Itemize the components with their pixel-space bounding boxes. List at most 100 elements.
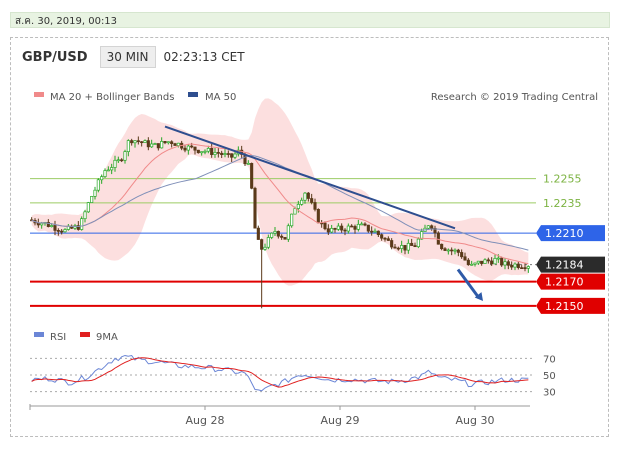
- forecast-arrow-head: [474, 292, 483, 302]
- candle-body: [160, 141, 164, 149]
- legend-ma20-label: MA 20 + Bollinger Bands: [50, 92, 174, 103]
- candle-body: [120, 159, 124, 162]
- candle-body: [263, 246, 267, 250]
- candle-body: [220, 152, 224, 155]
- candle-body: [223, 153, 227, 155]
- candle-body: [300, 199, 304, 205]
- candle-body: [413, 245, 417, 248]
- candle-body: [156, 143, 160, 149]
- legend-9ma-label: 9MA: [96, 332, 118, 343]
- ma20-line: [31, 143, 529, 265]
- candle-body: [233, 153, 237, 158]
- candle-body: [420, 231, 424, 240]
- candle-body: [510, 264, 514, 268]
- candle-body: [490, 260, 494, 265]
- candle-body: [100, 176, 104, 181]
- candle-body: [103, 170, 107, 178]
- candle-body: [353, 226, 357, 230]
- level-tag-text-1.2150: 1.2150: [545, 300, 584, 313]
- candle-body: [343, 229, 347, 232]
- candle-body: [40, 222, 44, 226]
- candle-body: [90, 196, 94, 203]
- candle-body: [46, 221, 50, 227]
- x-tick-label-Aug 30: Aug 30: [456, 414, 495, 427]
- candle-body: [143, 140, 147, 144]
- candle-body: [146, 140, 150, 148]
- candle-body: [253, 187, 257, 229]
- candle-body: [476, 260, 480, 264]
- candle-body: [276, 231, 280, 237]
- candle-body: [340, 225, 344, 231]
- candle-body: [266, 237, 270, 248]
- level-tag-1.2150: [536, 297, 605, 314]
- candle-body: [526, 266, 530, 269]
- candle-body: [93, 189, 97, 197]
- candle-body: [406, 242, 410, 251]
- level-tag-1.2184: [536, 256, 605, 273]
- candle-body: [496, 257, 500, 260]
- candle-body: [426, 225, 430, 229]
- timeframe-button[interactable]: 30 MIN: [99, 46, 156, 68]
- legend-9ma-swatch: [80, 332, 90, 337]
- candle-body: [133, 140, 137, 144]
- forecast-arrow: [456, 268, 481, 299]
- candle-body: [400, 245, 404, 249]
- candle-body: [270, 232, 274, 238]
- candle-body: [386, 238, 390, 241]
- candle-body: [336, 225, 340, 230]
- candle-body: [360, 223, 364, 226]
- candle-body: [250, 163, 254, 189]
- candle-body: [213, 152, 217, 155]
- candle-body: [523, 267, 527, 270]
- candle-body: [280, 235, 284, 238]
- level-tag-1.2210: [536, 225, 605, 242]
- candle-body: [433, 227, 437, 234]
- candle-body: [123, 151, 127, 161]
- candle-body: [390, 240, 394, 248]
- candle-body: [106, 169, 110, 172]
- candle-body: [196, 149, 200, 154]
- candle-body: [436, 232, 440, 245]
- candle-body: [316, 208, 320, 224]
- legend-ma50-swatch: [188, 92, 198, 97]
- candle-body: [293, 208, 297, 215]
- level-tag-text-1.2210: 1.2210: [545, 227, 584, 240]
- rsi-ma-line: [31, 357, 529, 388]
- candle-body: [256, 227, 260, 240]
- candle-body: [346, 225, 350, 232]
- candle-body: [453, 249, 457, 252]
- candle-body: [203, 150, 207, 153]
- candle-body: [150, 143, 154, 148]
- candle-body: [200, 151, 204, 154]
- candle-body: [333, 228, 337, 230]
- candle-body: [60, 230, 64, 233]
- level-tag-1.2170: [536, 273, 605, 290]
- ma50-line: [31, 154, 529, 251]
- candle-body: [456, 249, 460, 253]
- chart-frame: [10, 37, 609, 437]
- candle-body: [130, 140, 134, 144]
- candle-body: [153, 143, 157, 145]
- candle-body: [430, 225, 434, 229]
- candle-body: [376, 230, 380, 236]
- legend-rsi-label: RSI: [50, 332, 66, 343]
- candle-body: [466, 259, 470, 266]
- candle-body: [286, 225, 290, 240]
- candle-body: [506, 261, 510, 266]
- instrument-label: GBP/USD: [22, 49, 88, 65]
- candle-body: [296, 204, 300, 209]
- candle-body: [163, 141, 167, 144]
- candle-body: [513, 263, 517, 268]
- rsi-tick-50: 50: [543, 371, 556, 382]
- candle-body: [480, 260, 484, 264]
- level-label-1.2255: 1.2255: [543, 173, 582, 186]
- candle-body: [230, 153, 234, 158]
- x-tick-label-Aug 29: Aug 29: [321, 414, 360, 427]
- candle-body: [283, 237, 287, 240]
- candle-body: [76, 225, 80, 230]
- candle-body: [206, 148, 210, 152]
- candle-body: [323, 222, 327, 230]
- candle-body: [366, 224, 370, 232]
- candle-body: [260, 239, 264, 250]
